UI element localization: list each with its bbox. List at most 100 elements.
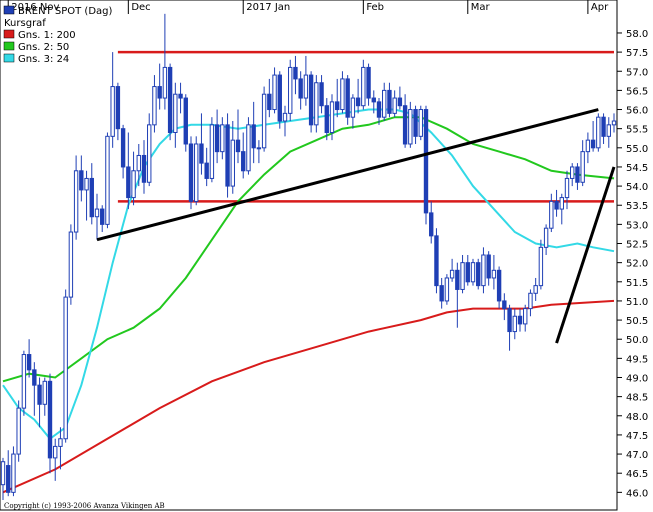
candle-body bbox=[225, 124, 230, 187]
x-tick-label: Apr bbox=[591, 2, 609, 13]
candle-body bbox=[303, 74, 309, 99]
y-tick-label: 55.5 bbox=[626, 125, 648, 136]
candle-body bbox=[496, 269, 502, 302]
candle-body bbox=[214, 124, 220, 153]
moving-average-line bbox=[2, 116, 615, 383]
y-tick-label: 56.5 bbox=[626, 86, 648, 97]
candle-body bbox=[340, 78, 345, 111]
y-tick-label: 57.0 bbox=[626, 67, 648, 78]
y-tick-label: 46.0 bbox=[626, 488, 648, 499]
candle-body bbox=[136, 154, 141, 172]
candle-body bbox=[324, 105, 329, 133]
legend-swatch bbox=[3, 5, 15, 15]
trend-line bbox=[555, 166, 616, 344]
candle-body bbox=[63, 296, 68, 440]
candle-body bbox=[512, 315, 517, 333]
candle-body bbox=[402, 105, 408, 145]
candle-body bbox=[408, 109, 413, 145]
candle-body bbox=[486, 254, 491, 279]
candle-body bbox=[476, 262, 481, 287]
candle-body bbox=[199, 143, 204, 164]
candle-body bbox=[382, 89, 387, 118]
candle-body bbox=[606, 124, 611, 137]
candle-body bbox=[517, 315, 523, 325]
candles bbox=[0, 13, 617, 500]
candle-body bbox=[277, 74, 282, 122]
candle-body bbox=[152, 86, 157, 126]
candle-body bbox=[89, 177, 94, 218]
candle-body bbox=[392, 97, 397, 114]
candle-body bbox=[345, 78, 350, 118]
candle-body bbox=[491, 269, 497, 279]
candle-body bbox=[465, 262, 470, 283]
candle-body bbox=[209, 124, 215, 179]
candle-body bbox=[538, 246, 544, 287]
candle-body bbox=[230, 139, 235, 187]
y-tick-label: 49.5 bbox=[626, 354, 648, 365]
x-tick-label: Feb bbox=[366, 2, 384, 13]
candle-body bbox=[261, 93, 267, 149]
trend-line bbox=[96, 108, 599, 242]
candle-body bbox=[37, 384, 42, 405]
y-tick-label: 51.5 bbox=[626, 278, 648, 289]
candle-body bbox=[585, 139, 591, 153]
copyright-text: Copyright (c) 1993-2006 Avanza Vikingen … bbox=[4, 502, 165, 510]
candle-body bbox=[235, 139, 241, 153]
candle-body bbox=[449, 269, 455, 279]
y-tick-label: 47.5 bbox=[626, 431, 648, 442]
candle-body bbox=[387, 89, 392, 114]
candle-body bbox=[298, 78, 303, 99]
candle-body bbox=[73, 170, 79, 233]
candle-body bbox=[418, 109, 423, 137]
candle-body bbox=[188, 143, 194, 202]
y-tick-label: 52.5 bbox=[626, 240, 648, 251]
candle-body bbox=[194, 143, 199, 202]
candle-body bbox=[554, 200, 559, 210]
candle-body bbox=[94, 208, 100, 218]
candle-body bbox=[42, 380, 47, 405]
candle-body bbox=[455, 269, 460, 290]
candle-body bbox=[288, 66, 293, 114]
candle-body bbox=[319, 82, 324, 107]
candle-body bbox=[350, 97, 356, 118]
y-tick-label: 48.5 bbox=[626, 393, 648, 404]
candle-body bbox=[178, 93, 183, 99]
candle-body bbox=[120, 128, 126, 168]
candle-body bbox=[84, 177, 89, 191]
plot-background bbox=[0, 0, 618, 511]
legend-swatch bbox=[3, 41, 15, 51]
moving-average-line bbox=[2, 108, 615, 441]
candle-body bbox=[507, 308, 512, 333]
moving-averages bbox=[2, 108, 615, 494]
x-tick-label: 2017 Jan bbox=[246, 2, 290, 13]
y-tick-label: 50.0 bbox=[626, 335, 648, 346]
candle-body bbox=[6, 465, 11, 493]
candle-body bbox=[256, 147, 262, 150]
y-tick-label: 54.5 bbox=[626, 163, 648, 174]
x-tick-label: 2016 Nov bbox=[11, 2, 59, 13]
y-tick-label: 50.5 bbox=[626, 316, 648, 327]
candle-body bbox=[110, 86, 115, 137]
candle-body bbox=[126, 166, 131, 199]
candle-body bbox=[183, 97, 188, 145]
candle-body bbox=[596, 116, 601, 149]
candle-body bbox=[162, 66, 168, 99]
candle-body bbox=[335, 101, 340, 111]
candle-body bbox=[366, 66, 371, 99]
candle-body bbox=[0, 461, 6, 486]
horizontal-lines bbox=[117, 50, 614, 203]
legend-label: Gns. 3: 24 bbox=[18, 54, 69, 65]
candle-body bbox=[32, 369, 37, 386]
candle-body bbox=[423, 109, 429, 214]
candle-body bbox=[282, 112, 288, 122]
candle-body bbox=[575, 166, 580, 183]
candle-body bbox=[58, 438, 63, 447]
candle-body bbox=[141, 154, 147, 183]
y-tick-label: 53.5 bbox=[626, 201, 648, 212]
candle-body bbox=[559, 197, 564, 210]
legend-swatch bbox=[3, 29, 15, 39]
candle-body bbox=[47, 380, 53, 459]
legend-swatch bbox=[3, 53, 15, 63]
x-axis: 2016 Nov Dec 2017 Jan Feb Mar Apr bbox=[7, 0, 609, 14]
y-tick-label: 48.0 bbox=[626, 412, 648, 423]
